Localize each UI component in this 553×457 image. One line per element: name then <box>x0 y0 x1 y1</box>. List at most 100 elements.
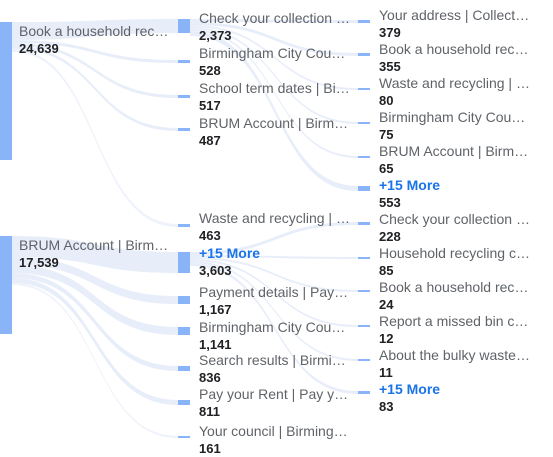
node[interactable]: About the bulky waste … 11 <box>379 347 531 381</box>
node[interactable]: Book a household recy… 24 <box>379 279 531 313</box>
node-label: Your council | Birming… <box>199 423 348 439</box>
node-value: 83 <box>379 399 394 414</box>
node-bar[interactable] <box>178 224 190 227</box>
node[interactable]: Waste and recycling | … 80 <box>379 75 531 109</box>
node[interactable]: Your council | Birming… 161 <box>199 423 351 457</box>
node-label: Pay your Rent | Pay yo… <box>199 386 351 402</box>
node-bar[interactable] <box>358 186 370 191</box>
node[interactable]: Waste and recycling | … 463 <box>199 210 351 244</box>
node-label: Check your collection … <box>199 10 350 26</box>
more-link[interactable]: +15 More <box>379 177 441 193</box>
node[interactable]: Report a missed bin c… 12 <box>379 313 531 347</box>
node-bar[interactable] <box>178 366 190 371</box>
node-value: 2,373 <box>199 28 232 43</box>
node-label: About the bulky waste … <box>379 347 531 363</box>
node-label: Book a household recy… <box>379 41 531 57</box>
more-link[interactable]: +15 More <box>199 245 261 261</box>
node[interactable]: School term dates | Bir… 517 <box>199 80 351 114</box>
node-bar[interactable] <box>358 325 370 327</box>
node-bar[interactable] <box>178 95 190 98</box>
node[interactable]: Birmingham City Coun… 75 <box>379 109 531 143</box>
node[interactable]: Check your collection … 2,373 <box>199 10 351 44</box>
node-value: 17,539 <box>19 255 59 270</box>
node-bar[interactable] <box>358 257 370 259</box>
node-value: 528 <box>199 63 221 78</box>
node-bar[interactable] <box>358 156 370 158</box>
node-value: 1,167 <box>199 302 232 317</box>
node[interactable]: Your address | Collecti… 379 <box>379 7 531 41</box>
node-bar[interactable] <box>178 60 190 63</box>
node[interactable]: Check your collection … 228 <box>379 211 531 245</box>
node-value: 24,639 <box>19 41 59 56</box>
node-bar[interactable] <box>358 391 370 394</box>
node-bar[interactable] <box>358 222 370 225</box>
node-label: Birmingham City Coun… <box>199 45 351 61</box>
node-more[interactable]: +15 More 553 <box>379 177 531 211</box>
node-label: BRUM Account | Birmi… <box>19 237 171 253</box>
node-bar[interactable] <box>358 20 370 23</box>
node[interactable]: Payment details | Pay … 1,167 <box>199 284 351 318</box>
node-value: 355 <box>379 59 401 74</box>
node-label: Birmingham City Coun… <box>379 109 531 125</box>
node-value: 24 <box>379 297 394 312</box>
node[interactable]: Pay your Rent | Pay yo… 811 <box>199 386 351 420</box>
node-value: 161 <box>199 441 221 456</box>
node-value: 11 <box>379 365 393 380</box>
node-value: 811 <box>199 404 220 419</box>
node-label: Household recycling c… <box>379 245 530 261</box>
node-more[interactable]: +15 More 3,603 <box>199 245 351 279</box>
node-book-household[interactable]: Book a household recyc… 24,639 <box>19 23 171 57</box>
node[interactable]: Search results | Birmin… 836 <box>199 352 351 386</box>
node-value: 379 <box>379 25 401 40</box>
node-value: 12 <box>379 331 394 346</box>
node-value: 1,141 <box>199 337 232 352</box>
node[interactable]: Household recycling c… 85 <box>379 245 531 279</box>
node-value: 80 <box>379 93 394 108</box>
node[interactable]: BRUM Account | Birmi… 65 <box>379 143 531 177</box>
node-value: 553 <box>379 195 401 210</box>
more-link[interactable]: +15 More <box>379 381 441 397</box>
node-label: Report a missed bin c… <box>379 313 529 329</box>
node-bar-book-household[interactable] <box>0 22 12 160</box>
node-value: 75 <box>379 127 394 142</box>
node-bar[interactable] <box>178 327 190 335</box>
node-brum-account[interactable]: BRUM Account | Birmi… 17,539 <box>19 237 171 271</box>
node-label: Check your collection … <box>379 211 530 227</box>
node-value: 65 <box>379 161 394 176</box>
node-label: Book a household recy… <box>379 279 531 295</box>
node-label: Book a household recyc… <box>19 23 171 39</box>
node-bar[interactable] <box>358 88 370 90</box>
node-label: Birmingham City Coun… <box>199 319 351 335</box>
node-value: 836 <box>199 370 221 385</box>
node-label: Waste and recycling | … <box>199 210 350 226</box>
node-value: 3,603 <box>199 263 232 278</box>
node-bar-brum-account[interactable] <box>0 236 12 334</box>
node-value: 487 <box>199 133 221 148</box>
node[interactable]: Book a household recy… 355 <box>379 41 531 75</box>
node-bar[interactable] <box>178 436 190 438</box>
node-label: Waste and recycling | … <box>379 75 530 91</box>
node-more[interactable]: +15 More 83 <box>379 381 531 415</box>
node-value: 228 <box>379 229 401 244</box>
node[interactable]: BRUM Account | Birmi… 487 <box>199 115 351 149</box>
node-bar[interactable] <box>178 400 190 405</box>
node-bar[interactable] <box>358 53 370 56</box>
node-bar[interactable] <box>178 128 190 131</box>
node-bar[interactable] <box>178 296 190 304</box>
node-bar[interactable] <box>358 122 370 124</box>
node[interactable]: Birmingham City Coun… 528 <box>199 45 351 79</box>
node-value: 517 <box>199 98 221 113</box>
node-bar[interactable] <box>358 359 370 361</box>
node-label: Payment details | Pay … <box>199 284 351 300</box>
node-label: BRUM Account | Birmi… <box>199 115 351 131</box>
node-bar[interactable] <box>358 290 370 292</box>
node-label: Your address | Collecti… <box>379 7 531 23</box>
node-bar[interactable] <box>178 19 190 33</box>
node[interactable]: Birmingham City Coun… 1,141 <box>199 319 351 353</box>
node-label: School term dates | Bir… <box>199 80 351 96</box>
node-bar[interactable] <box>178 252 190 273</box>
node-label: Search results | Birmin… <box>199 352 351 368</box>
node-value: 463 <box>199 228 221 243</box>
node-value: 85 <box>379 263 394 278</box>
